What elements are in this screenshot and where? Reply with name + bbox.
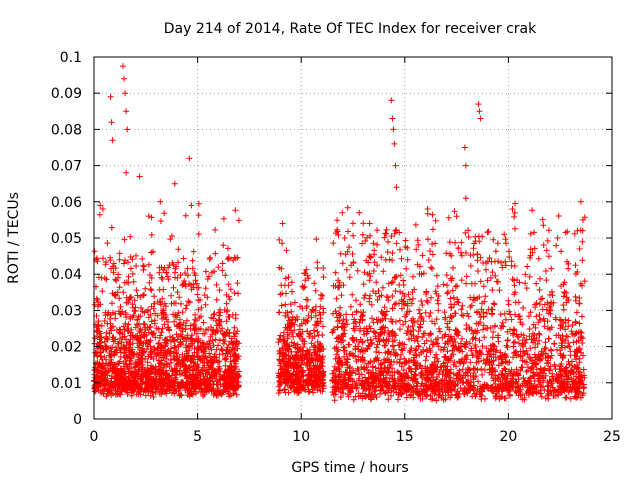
x-tick-label: 0: [90, 429, 99, 445]
x-axis-ticks: 0 5 10 15 20 25: [90, 57, 621, 445]
x-tick-label: 20: [499, 429, 517, 445]
x-tick-label: 15: [396, 429, 414, 445]
x-axis-label: GPS time / hours: [291, 460, 408, 476]
y-axis-ticks: 0 0.01 0.02 0.03 0.04 0.05 0.06 0.07 0.08 0.09 0.1: [51, 50, 612, 428]
y-tick-label: 0.04: [51, 267, 82, 283]
y-tick-label: 0: [73, 412, 82, 428]
y-tick-label: 0.06: [51, 195, 82, 211]
y-axis-label: ROTI / TECUs: [6, 192, 22, 284]
y-tick-label: 0.01: [51, 376, 82, 392]
y-tick-label: 0.03: [51, 303, 82, 319]
y-tick-label: 0.1: [60, 50, 82, 66]
roti-points: [91, 63, 588, 404]
y-tick-label: 0.08: [51, 122, 82, 138]
y-tick-label: 0.09: [51, 86, 82, 102]
y-tick-label: 0.05: [51, 231, 82, 247]
x-tick-label: 10: [292, 429, 310, 445]
y-tick-label: 0.07: [51, 159, 82, 175]
chart-title: Day 214 of 2014, Rate Of TEC Index for r…: [164, 21, 537, 37]
data-points: [91, 63, 588, 404]
x-tick-label: 5: [193, 429, 202, 445]
grid-lines: [94, 57, 612, 419]
y-tick-label: 0.02: [51, 340, 82, 356]
x-tick-label: 25: [603, 429, 621, 445]
